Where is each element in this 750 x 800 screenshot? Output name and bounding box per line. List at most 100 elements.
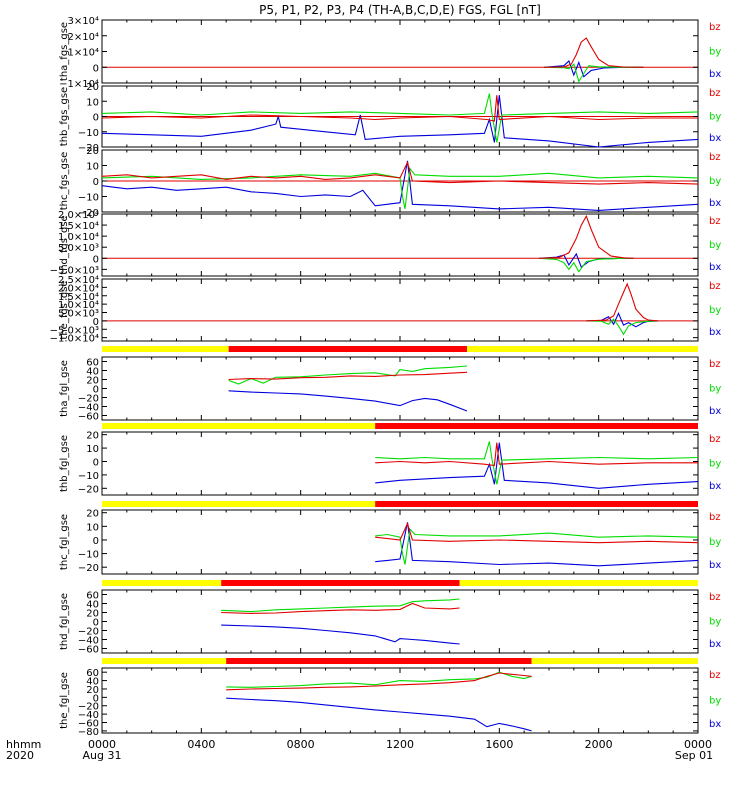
panel-ylabel: thb_fgl_gse: [59, 435, 70, 492]
y-tick-label: −10: [78, 550, 99, 561]
panel-thc_fgs_gse: 20 10 0 −10 −20 thc_fgs_gse bz by bx: [59, 146, 721, 219]
series-by: [228, 365, 468, 385]
x-tick-label: 0800: [287, 738, 315, 751]
panel-ylabel: thc_fgl_gse: [59, 514, 70, 570]
y-tick-label: 1.5×10⁴: [58, 292, 99, 303]
x-tick-label: 0400: [187, 738, 215, 751]
legend-bx: bx: [709, 639, 721, 650]
series-by: [226, 671, 532, 688]
y-tick-label: −1.0×10⁴: [50, 334, 99, 345]
orbit-bar-segment-yellow: [102, 658, 227, 664]
y-tick-label: −20: [78, 627, 99, 638]
legend-bx: bx: [709, 262, 721, 273]
y-tick-label: −20: [78, 563, 99, 574]
y-tick-label: −40: [78, 636, 99, 647]
orbit-bar-segment-yellow: [467, 346, 698, 352]
date-label-end: Sep 01: [675, 749, 713, 762]
orbit-bar-segment-yellow: [102, 580, 222, 586]
panel-frame: [101, 278, 699, 342]
y-tick-label: −60: [78, 719, 99, 730]
legend-bx: bx: [709, 406, 721, 417]
y-tick-label: −20: [78, 702, 99, 713]
panel-ylabel: thc_fgs_gse: [59, 152, 70, 211]
y-tick-label: 0: [93, 317, 99, 328]
legend-by: by: [709, 459, 721, 470]
y-tick-label: −60: [78, 412, 99, 423]
legend-bx: bx: [709, 560, 721, 571]
y-tick-label: 40: [86, 367, 99, 378]
legend-by: by: [709, 240, 721, 251]
series-by: [586, 318, 659, 336]
y-tick-label: −20: [78, 394, 99, 405]
series-bx: [586, 312, 659, 328]
y-tick-label: 5.0×10³: [58, 243, 99, 254]
legend-bz: bz: [709, 152, 721, 163]
series-by: [539, 257, 634, 273]
legend-bz: bz: [709, 512, 721, 523]
y-tick-label: 1.5×10⁴: [58, 221, 99, 232]
y-tick-label: 40: [86, 600, 99, 611]
legend-bx: bx: [709, 69, 721, 80]
legend-bx: bx: [709, 719, 721, 730]
panel-ylabel: thd_fgs_gse: [59, 215, 70, 274]
y-tick-label: 20: [86, 82, 99, 93]
x-tick-label: 1600: [485, 738, 513, 751]
panel-frame: [101, 19, 699, 84]
y-tick-label: −40: [78, 403, 99, 414]
orbit-bar-segment-yellow: [102, 423, 376, 429]
series-bz: [101, 95, 698, 122]
x-tick-label: 0000: [88, 738, 116, 751]
y-tick-label: −40: [78, 710, 99, 721]
y-tick-label: −20: [78, 484, 99, 495]
plot-title: P5, P1, P2, P3, P4 (TH-A,B,C,D,E) FGS, F…: [259, 3, 541, 17]
panel-frame: [101, 667, 699, 734]
series-bz: [226, 672, 532, 691]
series-by: [375, 527, 699, 565]
series-by: [543, 63, 644, 83]
orbit-bar-segment-yellow: [102, 346, 229, 352]
y-tick-label: 60: [86, 668, 99, 679]
y-tick-label: 1×10⁴: [68, 48, 99, 59]
y-tick-label: 60: [86, 358, 99, 369]
y-tick-label: 60: [86, 591, 99, 602]
y-tick-label: 20: [86, 609, 99, 620]
x-tick-label: 2000: [585, 738, 613, 751]
series-bz: [221, 602, 460, 614]
y-tick-label: 20: [86, 431, 99, 442]
series-by: [101, 93, 699, 143]
panel-ylabel: thb_fgs_gse: [59, 87, 70, 146]
y-tick-label: 0: [93, 618, 99, 629]
y-tick-label: −1×10⁴: [59, 79, 99, 90]
legend-bx: bx: [709, 327, 721, 338]
legend-bz: bz: [709, 592, 721, 603]
legend-bx: bx: [709, 198, 721, 209]
legend-bz: bz: [709, 670, 721, 681]
panel-ylabel: the_fgl_gse: [59, 672, 70, 729]
y-tick-label: 20: [86, 376, 99, 387]
y-tick-label: −5.0×10³: [50, 265, 99, 276]
panel-thd_fgs_gse: 2.0×10⁴1.5×10⁴1.0×10⁴5.0×10³0−5.0×10³thd…: [50, 210, 721, 277]
panel-thb_fgl_gse: 20 10 0 −10 −20 thb_fgl_gse bz by bx: [59, 423, 721, 496]
series-bz: [228, 371, 468, 381]
series-bx: [221, 624, 460, 645]
y-tick-label: −10: [78, 128, 99, 139]
orbit-bar-segment-red: [375, 501, 698, 507]
y-tick-label: 0: [93, 113, 99, 124]
y-tick-label: 1.0×10⁴: [58, 300, 99, 311]
x-tick-label: 0000: [684, 738, 712, 751]
y-tick-label: 10: [86, 162, 99, 173]
series-bx: [543, 60, 644, 78]
series-bz: [539, 214, 634, 259]
y-tick-label: 0: [93, 693, 99, 704]
y-tick-label: 20: [86, 685, 99, 696]
legend-bx: bx: [709, 133, 721, 144]
series-bx: [226, 697, 532, 732]
series-bz: [375, 522, 699, 544]
legend-bz: bz: [709, 22, 721, 33]
y-tick-label: 1.0×10⁴: [58, 232, 99, 243]
legend-bz: bz: [709, 434, 721, 445]
series-bx: [101, 160, 699, 211]
